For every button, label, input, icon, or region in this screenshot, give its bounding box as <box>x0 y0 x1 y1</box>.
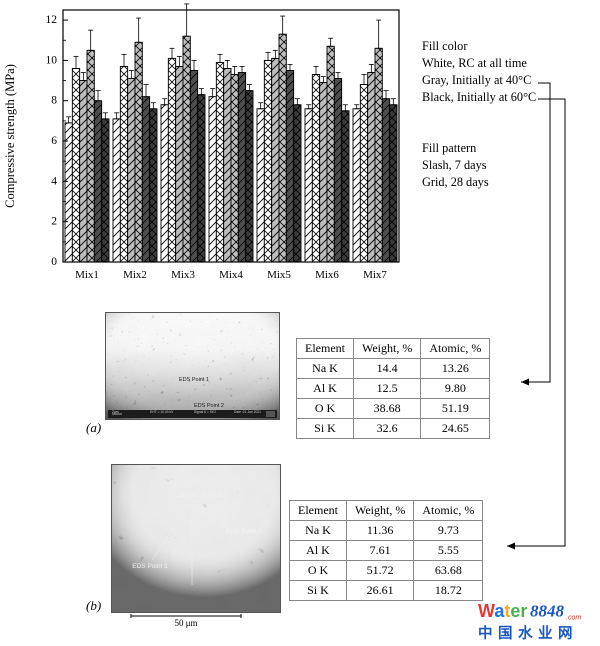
svg-text:8848: 8848 <box>530 602 565 621</box>
svg-text:.com: .com <box>566 615 581 622</box>
svg-text:中国水业网: 中国水业网 <box>478 624 578 642</box>
svg-text:Water: Water <box>478 601 527 621</box>
